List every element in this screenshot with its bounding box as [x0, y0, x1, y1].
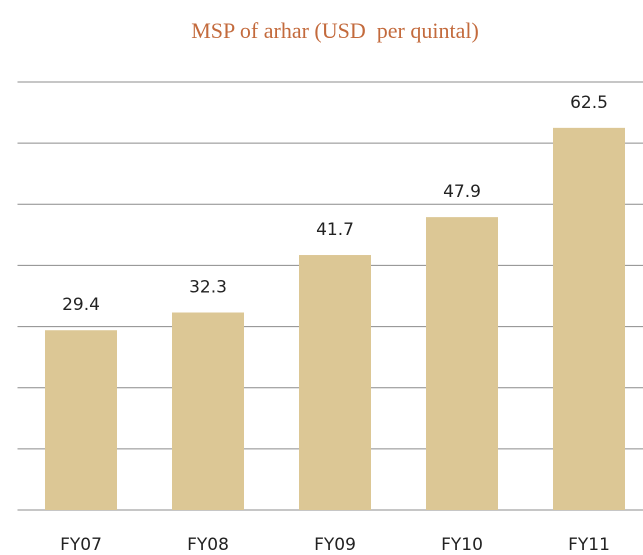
bar — [553, 127, 625, 510]
x-tick-label: FY11 — [568, 535, 610, 555]
data-label: 29.4 — [62, 295, 100, 315]
x-tick-label: FY08 — [187, 535, 229, 555]
data-label: 32.3 — [189, 278, 227, 298]
bar — [45, 330, 117, 510]
bar — [426, 217, 498, 510]
chart-title: MSP of arhar (USD per quintal) — [191, 18, 479, 43]
x-tick-label: FY10 — [441, 535, 483, 555]
data-label: 62.5 — [570, 93, 608, 113]
x-tick-label: FY07 — [60, 535, 102, 555]
bar — [299, 255, 371, 510]
bar — [172, 312, 244, 510]
data-label: 47.9 — [443, 182, 481, 202]
data-label: 41.7 — [316, 220, 354, 240]
x-tick-label: FY09 — [314, 535, 356, 555]
